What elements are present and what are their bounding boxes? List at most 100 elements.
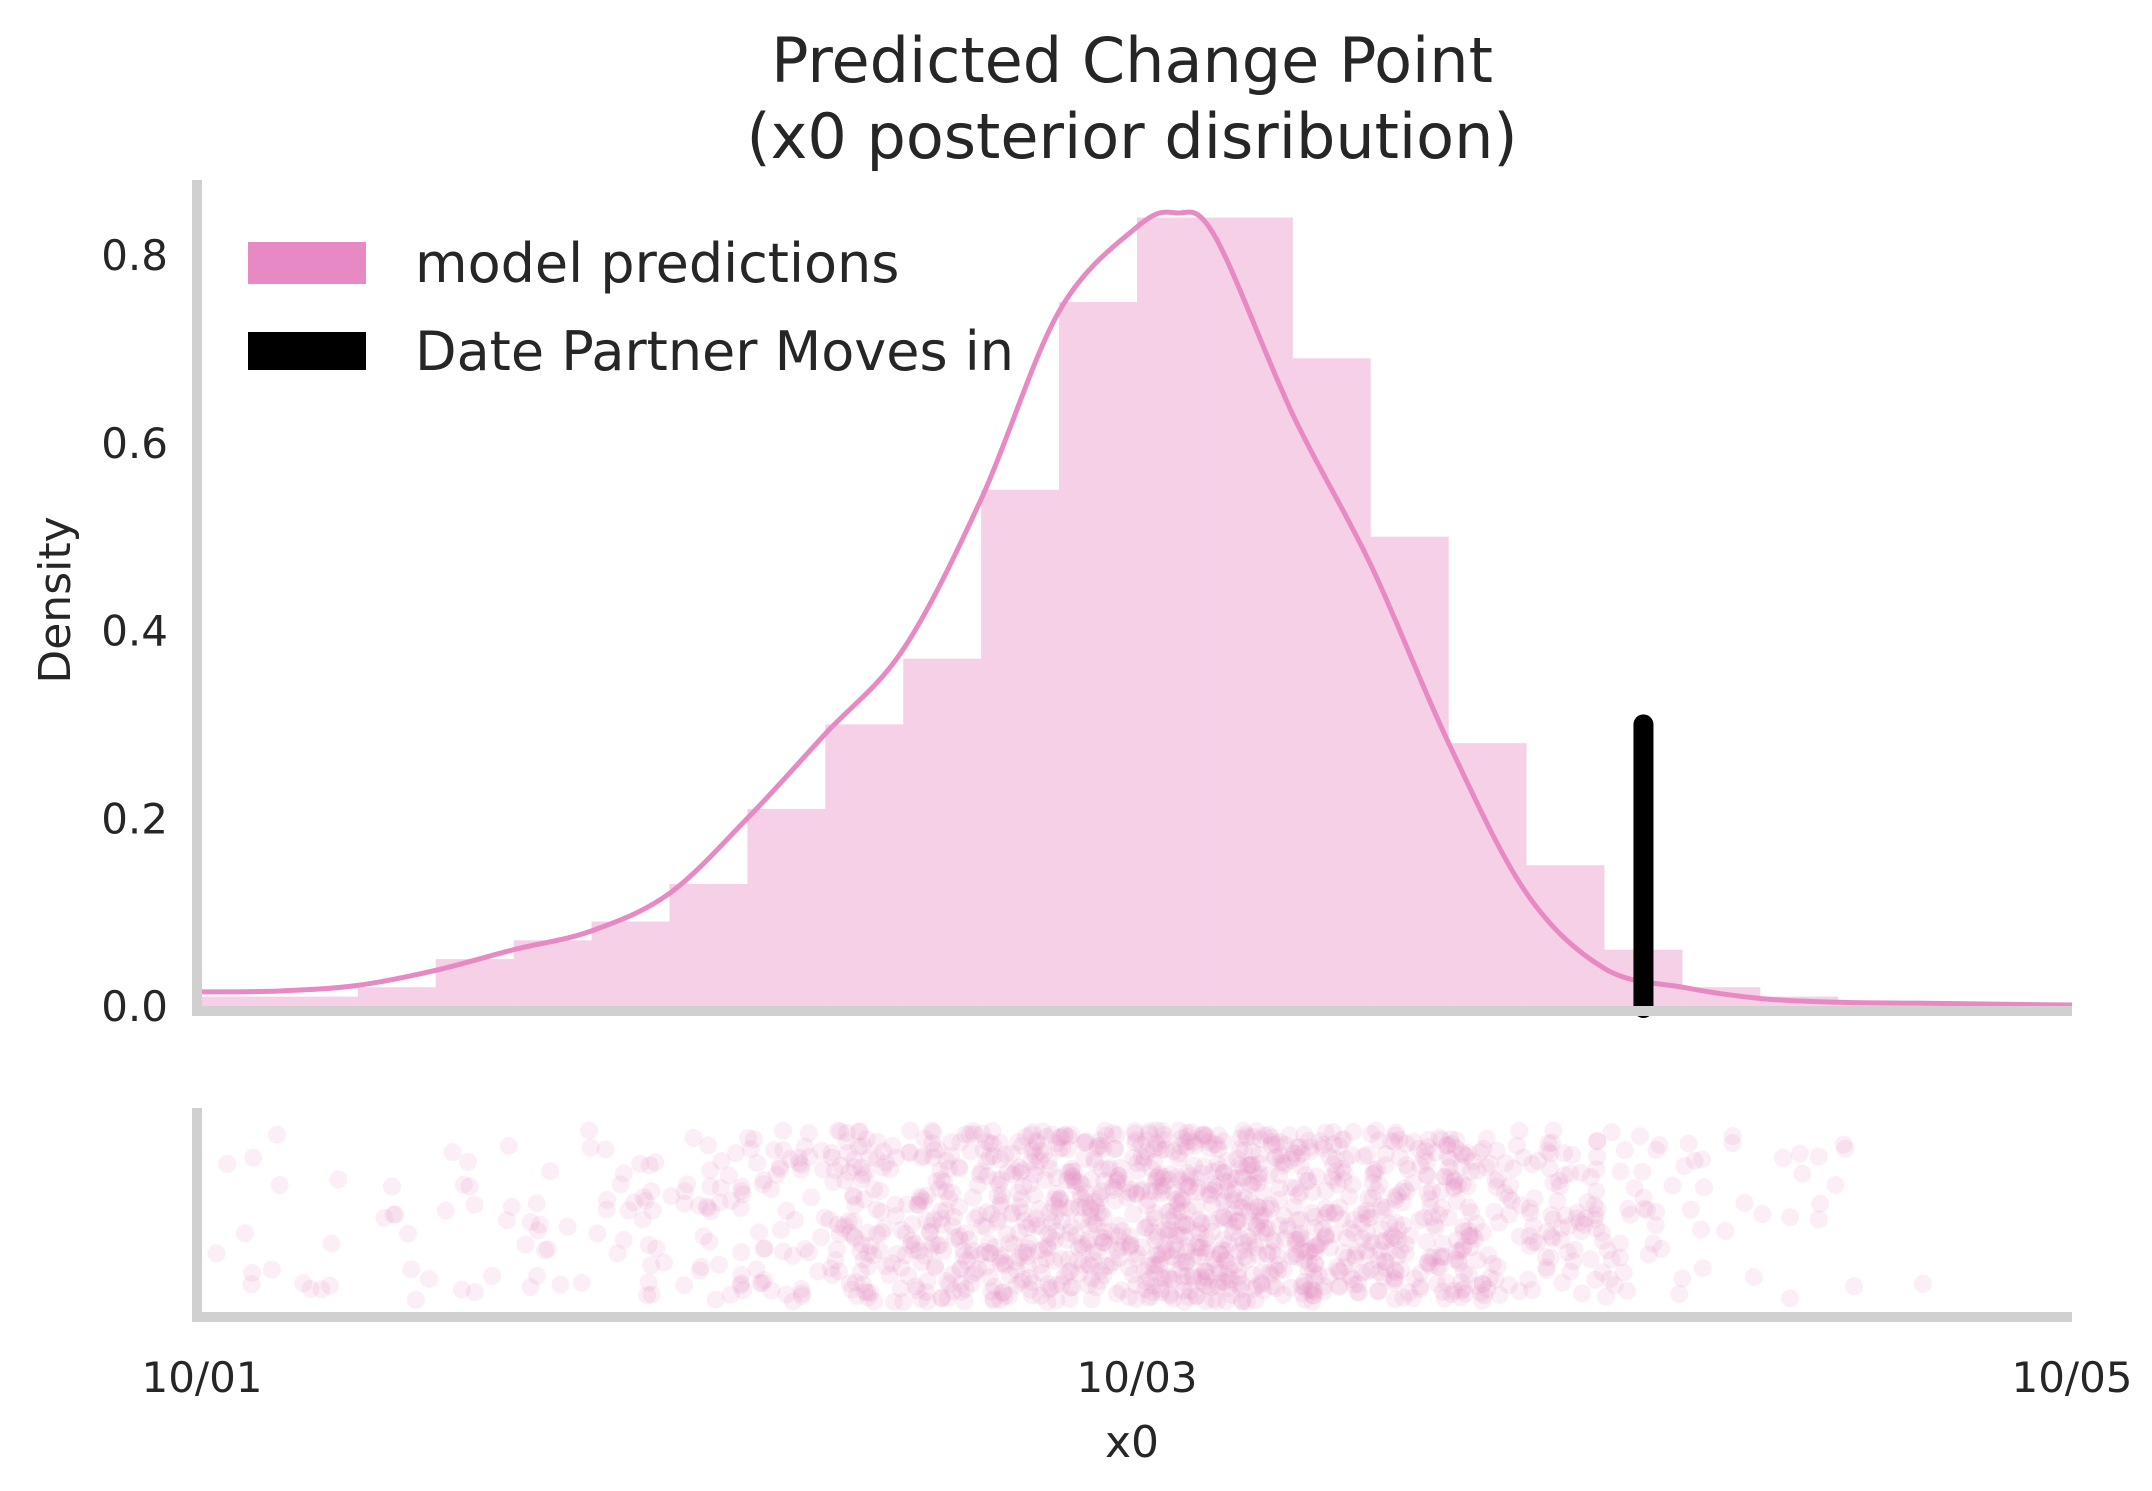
strip-point [1249, 1245, 1268, 1264]
strip-point [1191, 1268, 1210, 1287]
strip-point [1242, 1176, 1261, 1195]
strip-point [527, 1194, 546, 1213]
strip-point [1038, 1238, 1057, 1257]
strip-point [1397, 1182, 1416, 1201]
strip-point [1587, 1182, 1606, 1201]
histogram-bar [825, 724, 904, 1006]
strip-point [1307, 1167, 1326, 1186]
strip-point [1286, 1234, 1305, 1253]
strip-point [1650, 1135, 1669, 1154]
strip-point [675, 1194, 694, 1213]
strip-point [1145, 1152, 1164, 1171]
strip-point [937, 1151, 956, 1170]
strip-point [1300, 1138, 1319, 1157]
strip-point [1169, 1193, 1188, 1212]
strip-point [1239, 1232, 1258, 1251]
strip-point [1337, 1228, 1356, 1247]
strip-point [1007, 1260, 1026, 1279]
strip-point [754, 1239, 773, 1258]
strip-point [719, 1166, 738, 1185]
strip-point [1034, 1240, 1053, 1259]
strip-point [1268, 1246, 1287, 1265]
strip-point [1247, 1122, 1266, 1141]
y-tick-labels: 0.00.20.40.60.8 [101, 231, 168, 1031]
strip-point [1520, 1236, 1539, 1255]
strip-point [1511, 1196, 1530, 1215]
strip-point [1119, 1258, 1138, 1277]
strip-point [1435, 1289, 1454, 1308]
strip-point [1301, 1142, 1320, 1161]
strip-point [1314, 1139, 1333, 1158]
strip-point [1214, 1163, 1233, 1182]
strip-point [858, 1283, 877, 1302]
strip-point [1544, 1210, 1563, 1229]
strip-point [1161, 1165, 1180, 1184]
strip-point [1270, 1133, 1289, 1152]
strip-point [1075, 1133, 1094, 1152]
strip-point [1552, 1219, 1571, 1238]
strip-point [1208, 1135, 1227, 1154]
strip-point [1299, 1131, 1318, 1150]
strip-point [800, 1147, 819, 1166]
strip-point [1368, 1159, 1387, 1178]
strip-point [1593, 1231, 1612, 1250]
strip-point [1325, 1204, 1344, 1223]
strip-point [1146, 1209, 1165, 1228]
strip-point [1418, 1184, 1437, 1203]
histogram-bar [279, 996, 358, 1006]
strip-point [991, 1150, 1010, 1169]
strip-point [1020, 1268, 1039, 1287]
strip-point [1103, 1123, 1122, 1142]
strip-point [851, 1122, 870, 1141]
strip-point [980, 1243, 999, 1262]
histogram-bar [1214, 217, 1293, 1006]
strip-point [1246, 1201, 1265, 1220]
strip-point [1105, 1180, 1124, 1199]
strip-point [1334, 1170, 1353, 1189]
strip-point [1176, 1253, 1195, 1272]
strip-point [1314, 1277, 1333, 1296]
strip-point [1213, 1241, 1232, 1260]
strip-point [1329, 1277, 1348, 1296]
strip-point [1233, 1198, 1252, 1217]
strip-point [1240, 1202, 1259, 1221]
strip-point [1605, 1276, 1624, 1295]
strip-point [1196, 1243, 1215, 1262]
strip-point [1385, 1290, 1404, 1309]
strip-point [1392, 1260, 1411, 1279]
strip-point [443, 1143, 462, 1162]
strip-point [465, 1195, 484, 1214]
strip-point [1251, 1206, 1270, 1225]
strip-point [1358, 1223, 1377, 1242]
strip-point [1474, 1139, 1493, 1158]
strip-point [751, 1274, 770, 1293]
strip-point [1135, 1148, 1154, 1167]
strip-point [1145, 1139, 1164, 1158]
strip-point [1257, 1199, 1276, 1218]
strip-point [1306, 1255, 1325, 1274]
strip-point [857, 1130, 876, 1149]
strip-point [1442, 1134, 1461, 1153]
strip-point [1104, 1177, 1123, 1196]
y-tick-label: 0.8 [101, 231, 168, 280]
strip-point [1042, 1213, 1061, 1232]
strip-point [1358, 1145, 1377, 1164]
strip-point [1246, 1234, 1265, 1253]
strip-point [1404, 1132, 1423, 1151]
strip-point [1230, 1140, 1249, 1159]
strip-point [1285, 1144, 1304, 1163]
strip-point [935, 1172, 954, 1191]
strip-point [1232, 1192, 1251, 1211]
strip-point [1215, 1208, 1234, 1227]
strip-point [1415, 1141, 1434, 1160]
strip-point [1014, 1177, 1033, 1196]
strip-point [772, 1220, 791, 1239]
strip-point [312, 1280, 331, 1299]
strip-point [1018, 1239, 1037, 1258]
strip-point [861, 1283, 880, 1302]
strip-point [1209, 1274, 1228, 1293]
strip-point [692, 1257, 711, 1276]
strip-point [1214, 1132, 1233, 1151]
strip-point [1141, 1269, 1160, 1288]
strip-point [1398, 1160, 1417, 1179]
